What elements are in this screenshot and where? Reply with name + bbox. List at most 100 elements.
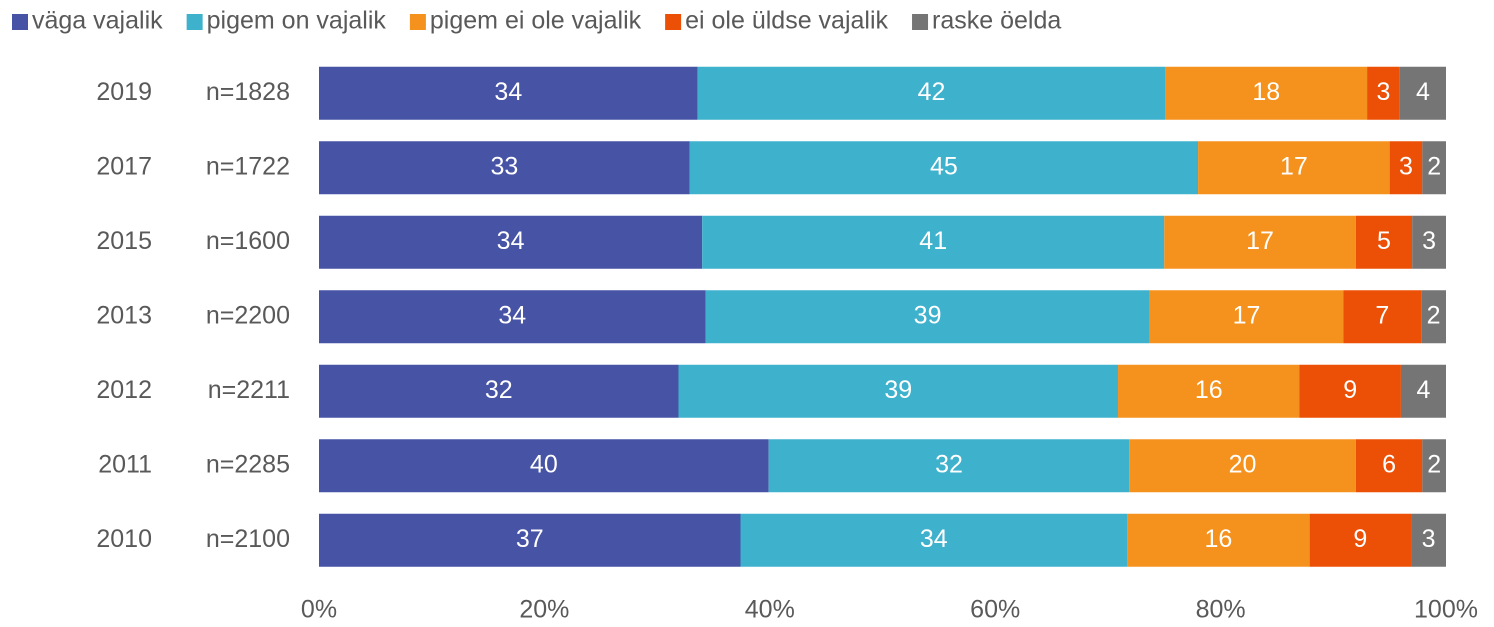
value-label: 5 xyxy=(1377,227,1391,255)
value-label: 45 xyxy=(930,152,958,180)
value-label: 9 xyxy=(1353,525,1367,553)
category-label: 2015 xyxy=(96,227,152,255)
legend-label: pigem ei ole vajalik xyxy=(430,7,642,35)
bar-segment xyxy=(1355,439,1423,493)
value-label: 17 xyxy=(1233,301,1261,329)
value-label: 42 xyxy=(918,78,946,106)
bar-segment xyxy=(1118,364,1300,418)
category-label: 2013 xyxy=(96,301,152,329)
value-label: 7 xyxy=(1375,301,1389,329)
bar-segment xyxy=(1164,215,1356,269)
value-label: 17 xyxy=(1246,227,1274,255)
value-label: 37 xyxy=(516,525,544,553)
bar-segment xyxy=(1422,141,1446,195)
bar-segment xyxy=(1309,513,1412,567)
sample-size-label: n=1722 xyxy=(206,152,290,180)
bar-segment xyxy=(1198,141,1390,195)
value-label: 16 xyxy=(1204,525,1232,553)
value-label: 34 xyxy=(494,78,522,106)
bar-segment xyxy=(1129,439,1356,493)
legend-label: väga vajalik xyxy=(32,7,163,35)
sample-size-label: n=2285 xyxy=(206,450,290,478)
value-label: 39 xyxy=(914,301,942,329)
legend-label: raske öelda xyxy=(932,7,1061,35)
legend-swatch xyxy=(12,14,28,30)
bar-segment xyxy=(697,66,1166,120)
value-label: 17 xyxy=(1280,152,1308,180)
bar-segment xyxy=(1422,439,1446,493)
bar-segment xyxy=(1149,290,1344,344)
category-label: 2011 xyxy=(98,450,152,478)
bar-segment xyxy=(319,215,703,269)
x-tick-label: 0% xyxy=(301,596,337,624)
value-label: 4 xyxy=(1416,78,1430,106)
bar-segment xyxy=(1412,215,1446,269)
value-label: 6 xyxy=(1382,450,1396,478)
value-label: 18 xyxy=(1252,78,1280,106)
value-label: 39 xyxy=(884,376,912,404)
bar-segment xyxy=(1165,66,1368,120)
bar-segment xyxy=(702,215,1165,269)
bar-segment xyxy=(1421,290,1446,344)
bar-segment xyxy=(678,364,1119,418)
bar-segment xyxy=(705,290,1150,344)
bar-segment xyxy=(1400,364,1446,418)
sample-size-label: n=2200 xyxy=(206,301,290,329)
value-label: 2 xyxy=(1427,450,1441,478)
sample-size-label: n=2211 xyxy=(208,376,290,404)
value-label: 40 xyxy=(530,450,558,478)
legend-swatch xyxy=(186,14,203,30)
value-label: 3 xyxy=(1422,227,1436,255)
category-label: 2017 xyxy=(96,152,152,180)
bar-segment xyxy=(740,513,1128,567)
value-label: 9 xyxy=(1343,376,1357,404)
bar-segment xyxy=(768,439,1130,493)
value-label: 34 xyxy=(498,301,526,329)
value-label: 4 xyxy=(1417,376,1431,404)
legend-swatch xyxy=(409,14,426,30)
value-label: 3 xyxy=(1422,525,1436,553)
value-label: 2 xyxy=(1427,152,1441,180)
bar-segment xyxy=(319,66,698,120)
x-tick-label: 60% xyxy=(970,596,1020,624)
bar-segment xyxy=(319,290,706,344)
bar-segment xyxy=(1299,364,1401,418)
value-label: 32 xyxy=(485,376,513,404)
legend-label: ei ole üldse vajalik xyxy=(685,7,888,35)
bar-segment xyxy=(689,141,1199,195)
bar-segment xyxy=(1355,215,1413,269)
sample-size-label: n=1828 xyxy=(206,78,290,106)
sample-size-label: n=2100 xyxy=(206,525,290,553)
value-label: 2 xyxy=(1427,301,1441,329)
bar-segment xyxy=(319,141,690,195)
category-label: 2019 xyxy=(96,78,152,106)
category-label: 2012 xyxy=(96,376,152,404)
x-tick-label: 100% xyxy=(1414,596,1478,624)
value-label: 3 xyxy=(1376,78,1390,106)
bar-segment xyxy=(1389,141,1423,195)
value-label: 41 xyxy=(919,227,947,255)
legend-label: pigem on vajalik xyxy=(207,7,387,35)
bar-segment xyxy=(1367,66,1400,120)
value-label: 32 xyxy=(935,450,963,478)
value-label: 34 xyxy=(920,525,948,553)
legend-swatch xyxy=(912,14,929,30)
category-label: 2010 xyxy=(96,525,152,553)
bar-segment xyxy=(319,364,679,418)
value-label: 16 xyxy=(1195,376,1223,404)
bar-segment xyxy=(1399,66,1446,120)
bar-segment xyxy=(319,513,741,567)
bar-segment xyxy=(1343,290,1422,344)
x-tick-label: 80% xyxy=(1196,596,1246,624)
value-label: 33 xyxy=(490,152,518,180)
legend-swatch xyxy=(665,14,682,30)
bar-segment xyxy=(1127,513,1310,567)
value-label: 3 xyxy=(1399,152,1413,180)
bar-segment xyxy=(1411,513,1446,567)
value-label: 20 xyxy=(1229,450,1257,478)
x-tick-label: 40% xyxy=(745,596,795,624)
bar-segment xyxy=(319,439,769,493)
value-label: 34 xyxy=(497,227,525,255)
sample-size-label: n=1600 xyxy=(206,227,290,255)
